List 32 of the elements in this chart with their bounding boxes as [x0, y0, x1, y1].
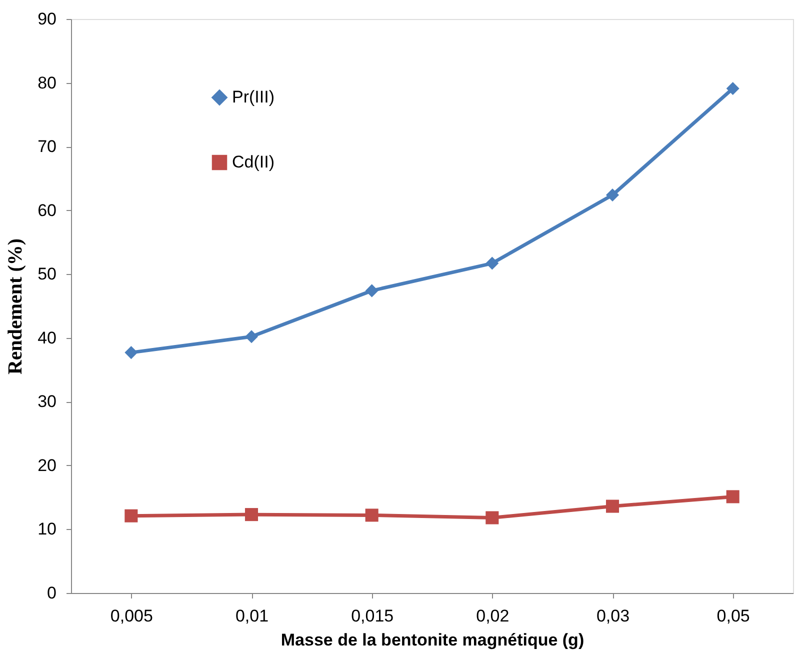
point: [486, 256, 499, 270]
point: [244, 508, 258, 522]
y-tick-label: 40: [38, 328, 56, 348]
y-tick-label: 0: [47, 584, 56, 602]
point: [606, 500, 620, 513]
point: [124, 509, 138, 522]
point: [365, 508, 378, 522]
x-axis-title: Masse de la bentonite magnétique (g): [280, 630, 584, 650]
point: [486, 511, 499, 524]
point: [606, 188, 620, 202]
x-tick-label: 0,005: [110, 606, 153, 626]
point: [244, 330, 258, 344]
x-tick-label: 0,02: [476, 606, 510, 626]
y-tick-label: 90: [38, 10, 56, 28]
x-tick-label: 0,015: [351, 606, 394, 626]
point: [726, 82, 740, 96]
point: [124, 346, 138, 360]
y-tick-label: 50: [38, 264, 56, 284]
y-axis-title: Rendement (%): [4, 238, 27, 375]
legend-label: Pr(III): [232, 88, 274, 106]
x-tick-label: 0,05: [716, 606, 750, 626]
x-tick-label: 0,03: [596, 606, 630, 626]
y-tick-label: 10: [38, 520, 56, 539]
x-tick-label: 0,01: [235, 606, 269, 626]
y-tick-label: 20: [38, 456, 56, 475]
y-tick-label: 60: [38, 200, 56, 220]
legend-label: Cd(II): [232, 152, 274, 172]
y-tick-label: 70: [38, 137, 56, 156]
y-tick-label: 30: [38, 392, 56, 412]
point: [365, 284, 378, 298]
point: [726, 490, 740, 504]
y-tick-label: 80: [38, 73, 56, 92]
